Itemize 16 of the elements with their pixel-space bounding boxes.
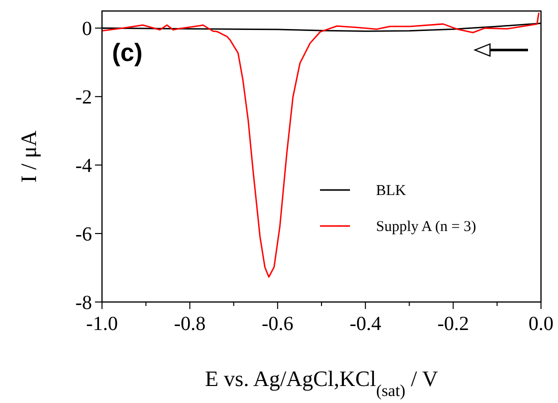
y-tick-label: -8 <box>75 292 92 314</box>
x-tick-label: -0.8 <box>174 313 206 335</box>
annotation: (c) <box>112 39 143 67</box>
y-axis-title: I / μA <box>16 130 41 183</box>
x-tick-label: -0.6 <box>262 313 294 335</box>
legend-label: Supply A (n = 3) <box>376 219 476 235</box>
y-tick-label: -2 <box>75 86 92 109</box>
x-tick-label: -0.4 <box>350 313 382 335</box>
x-tick-label: 0.0 <box>528 313 554 335</box>
y-tick-label: 0 <box>82 18 92 40</box>
y-tick-label: -4 <box>75 155 92 178</box>
y-tick-label: -6 <box>75 224 92 246</box>
legend-label: BLK <box>376 183 406 199</box>
x-tick-label: -1.0 <box>86 313 118 335</box>
x-tick-label: -0.2 <box>437 313 470 335</box>
x-axis-title: E vs. Ag/AgCl,KCl$_{(sat)}$ / V <box>204 366 438 400</box>
